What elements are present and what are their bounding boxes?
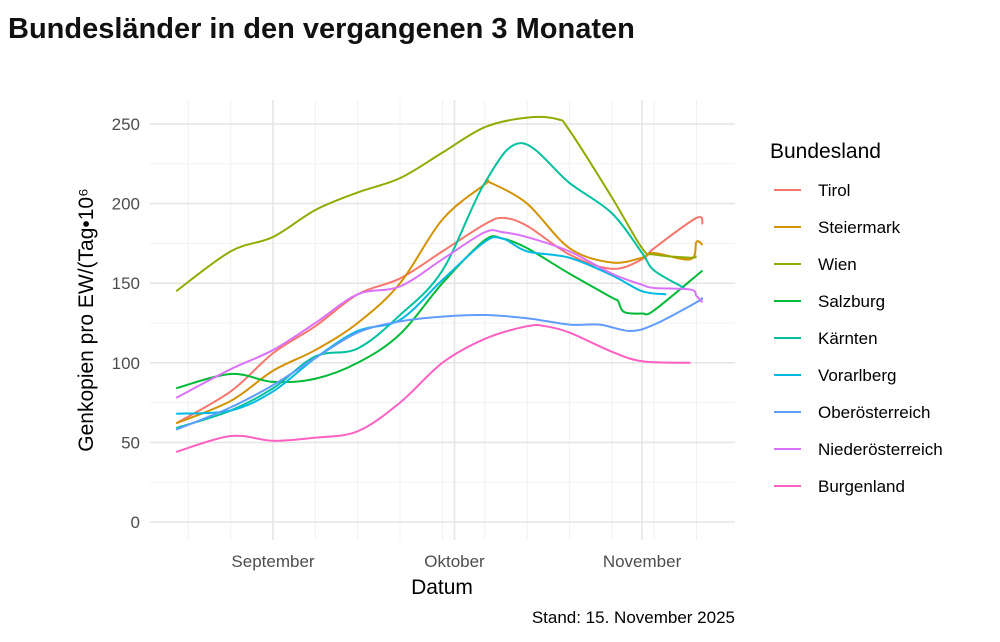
y-tick-label: 200 — [112, 195, 140, 214]
y-tick-label: 0 — [131, 513, 140, 532]
y-tick-label: 150 — [112, 274, 140, 293]
legend-label: Kärnten — [818, 329, 878, 348]
y-axis-ticks: 0 50 100 150 200 250 — [112, 115, 140, 532]
legend: Bundesland Tirol Steiermark Wien Salzburg Kä… — [770, 140, 943, 496]
series-line-vorarlberg — [176, 236, 667, 415]
series-line-oberösterreich — [175, 296, 704, 431]
x-axis-label: Datum — [411, 576, 473, 599]
y-tick-label: 100 — [112, 354, 140, 373]
x-tick-label: November — [603, 552, 682, 571]
legend-label: Oberösterreich — [818, 403, 930, 422]
chart-title: Bundesländer in den vergangenen 3 Monate… — [8, 13, 635, 45]
y-axis-label: Genkopien pro EW/(Tag•10⁶ — [75, 188, 98, 451]
x-tick-label: September — [231, 552, 314, 571]
legend-label: Burgenland — [818, 477, 905, 496]
series-line-tirol — [175, 216, 704, 425]
y-tick-label: 50 — [121, 433, 140, 452]
series-line-kärnten — [175, 142, 685, 430]
series-line-steiermark — [175, 179, 704, 425]
legend-title: Bundesland — [770, 140, 881, 163]
series-line-niederösterreich — [175, 229, 704, 399]
series-line-wien — [175, 115, 698, 292]
legend-label: Vorarlberg — [818, 366, 896, 385]
legend-label: Niederösterreich — [818, 440, 943, 459]
series-line-burgenland — [175, 323, 691, 453]
x-tick-label: Oktober — [424, 552, 485, 571]
grid — [150, 100, 735, 540]
x-axis-ticks: September Oktober November — [231, 552, 681, 571]
legend-label: Tirol — [818, 181, 850, 200]
y-tick-label: 250 — [112, 115, 140, 134]
series-lines — [175, 115, 704, 453]
legend-label: Wien — [818, 255, 857, 274]
legend-label: Steiermark — [818, 218, 901, 237]
caption: Stand: 15. November 2025 — [532, 608, 735, 627]
legend-label: Salzburg — [818, 292, 885, 311]
